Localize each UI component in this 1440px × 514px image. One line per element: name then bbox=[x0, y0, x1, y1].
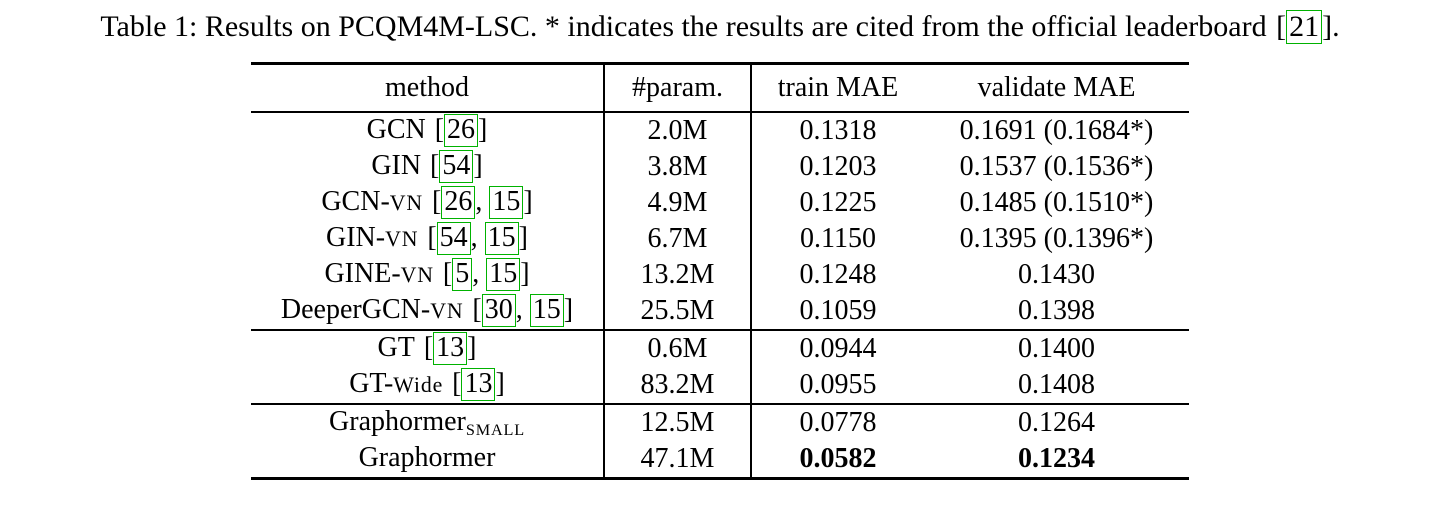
validate-mae-cell: 0.1234 bbox=[1018, 443, 1095, 475]
table-row-gt-wide: GT-Wide [13] 83.2M 0.0955 0.1408 bbox=[251, 367, 1189, 405]
table-header: method #param. train MAE validate MAE bbox=[251, 63, 1189, 114]
method-variant: VN bbox=[389, 191, 424, 216]
method-cell: GT-Wide [13] bbox=[251, 367, 605, 405]
citation-box[interactable]: 30 bbox=[481, 294, 516, 327]
validate-mae-cell: 0.1430 bbox=[1018, 259, 1095, 291]
citation-box[interactable]: 21 bbox=[1286, 10, 1323, 45]
citation-links[interactable]: [13] bbox=[423, 332, 477, 365]
caption-citation-links[interactable]: [21] bbox=[1276, 10, 1333, 45]
train-mae-cell: 0.1059 bbox=[799, 295, 877, 327]
header-param: #param. bbox=[604, 63, 752, 114]
table-row-graphormer-small: GraphormerSMALL 12.5M 0.0778 0.1264 bbox=[251, 403, 1189, 442]
caption-text: Table 1: Results on PCQM4M-LSC. * indica… bbox=[100, 10, 1267, 43]
param-cell: 3.8M bbox=[604, 149, 752, 186]
method-cell: GIN-VN [54, 15] bbox=[251, 221, 605, 258]
train-mae-cell: 0.1318 bbox=[799, 115, 877, 147]
validate-mae-cell: 0.1264 bbox=[924, 403, 1189, 442]
caption-period: . bbox=[1332, 10, 1340, 43]
method-variant: VN bbox=[400, 263, 434, 288]
validate-mae-cell: 0.1400 bbox=[924, 329, 1189, 368]
method-name: GCN bbox=[366, 114, 426, 146]
citation-box[interactable]: 5 bbox=[452, 258, 473, 291]
table-row-gcn: GCN[26] 2.0M 0.1318 0.1691 (0.1684*) bbox=[251, 112, 1189, 150]
header-method: method bbox=[251, 63, 605, 114]
train-mae-cell: 0.0955 bbox=[799, 369, 877, 401]
citation-links[interactable]: [54] bbox=[430, 150, 483, 183]
table-body: GCN[26] 2.0M 0.1318 0.1691 (0.1684*) GIN… bbox=[251, 112, 1189, 479]
validate-mae-cell: 0.1395 (0.1396*) bbox=[959, 223, 1154, 255]
param-cell: 13.2M bbox=[604, 257, 752, 294]
param-cell: 6.7M bbox=[604, 221, 752, 258]
table-caption: Table 1: Results on PCQM4M-LSC. * indica… bbox=[0, 10, 1440, 45]
validate-mae-cell: 0.1398 bbox=[1018, 295, 1095, 327]
param-cell: 47.1M bbox=[604, 441, 752, 479]
method-name: GIN bbox=[371, 150, 422, 182]
param-cell: 12.5M bbox=[604, 403, 752, 442]
train-mae-cell: 0.1248 bbox=[799, 259, 877, 291]
table-row-deepergcn-vn: DeeperGCN-VN [30, 15] 25.5M 0.1059 0.1398 bbox=[251, 293, 1189, 331]
method-variant: VN bbox=[385, 227, 419, 252]
method-cell: Graphormer bbox=[251, 441, 605, 479]
citation-box[interactable]: 26 bbox=[441, 186, 476, 219]
method-cell: GraphormerSMALL bbox=[251, 403, 605, 442]
method-cell: GINE-VN [5, 15] bbox=[251, 257, 605, 294]
train-mae-cell: 0.1203 bbox=[799, 151, 877, 183]
table-row-gt: GT[13] 0.6M 0.0944 0.1400 bbox=[251, 329, 1189, 368]
citation-box[interactable]: 13 bbox=[433, 332, 468, 365]
method-name: DeeperGCN- bbox=[280, 294, 431, 326]
validate-mae-cell: 0.1691 (0.1684*) bbox=[959, 115, 1154, 147]
method-subscript: SMALL bbox=[465, 421, 525, 440]
validate-mae-cell: 0.1408 bbox=[1018, 369, 1095, 401]
table-row-gcn-vn: GCN-VN [26, 15] 4.9M 0.1225 0.1485 (0.151… bbox=[251, 185, 1189, 222]
method-variant: VN bbox=[430, 299, 464, 324]
method-name: GIN- bbox=[326, 222, 386, 254]
method-name: GT bbox=[377, 332, 415, 364]
method-cell: DeeperGCN-VN [30, 15] bbox=[251, 293, 605, 331]
results-table: method #param. train MAE validate MAE GC… bbox=[251, 62, 1189, 481]
param-cell: 83.2M bbox=[604, 367, 752, 405]
method-name: GCN- bbox=[321, 186, 390, 218]
header-train-mae: train MAE bbox=[751, 63, 924, 114]
citation-links[interactable]: [54, 15] bbox=[427, 222, 528, 255]
header-validate-mae: validate MAE bbox=[924, 63, 1189, 114]
citation-box[interactable]: 15 bbox=[486, 258, 521, 291]
table-row-gin: GIN[54] 3.8M 0.1203 0.1537 (0.1536*) bbox=[251, 149, 1189, 186]
citation-box[interactable]: 54 bbox=[439, 150, 474, 183]
citation-links[interactable]: [26] bbox=[434, 114, 488, 147]
citation-box[interactable]: 15 bbox=[489, 186, 524, 219]
citation-box[interactable]: 54 bbox=[436, 222, 471, 255]
citation-links[interactable]: [26, 15] bbox=[432, 186, 533, 219]
method-name: Graphormer bbox=[358, 442, 496, 474]
method-name: GINE- bbox=[324, 258, 401, 290]
method-cell: GIN[54] bbox=[251, 149, 605, 186]
citation-links[interactable]: [30, 15] bbox=[472, 294, 574, 327]
validate-mae-cell: 0.1537 (0.1536*) bbox=[959, 151, 1154, 183]
method-cell: GCN[26] bbox=[251, 112, 605, 150]
citation-links[interactable]: [13] bbox=[452, 368, 505, 401]
method-variant: Wide bbox=[393, 373, 444, 398]
header-row: method #param. train MAE validate MAE bbox=[251, 63, 1189, 114]
param-cell: 0.6M bbox=[604, 329, 752, 368]
table-row-gin-vn: GIN-VN [54, 15] 6.7M 0.1150 0.1395 (0.139… bbox=[251, 221, 1189, 258]
method-cell: GCN-VN [26, 15] bbox=[251, 185, 605, 222]
validate-mae-cell: 0.1485 (0.1510*) bbox=[959, 187, 1154, 219]
citation-box[interactable]: 15 bbox=[529, 294, 564, 327]
method-cell: GT[13] bbox=[251, 329, 605, 368]
train-mae-cell: 0.1150 bbox=[800, 223, 876, 255]
citation-box[interactable]: 26 bbox=[444, 114, 479, 147]
train-mae-cell: 0.0778 bbox=[751, 403, 924, 442]
param-cell: 25.5M bbox=[604, 293, 752, 331]
param-cell: 4.9M bbox=[604, 185, 752, 222]
param-cell: 2.0M bbox=[604, 112, 752, 150]
citation-box[interactable]: 13 bbox=[461, 368, 496, 401]
train-mae-cell: 0.0582 bbox=[799, 443, 877, 475]
table-row-gine-vn: GINE-VN [5, 15] 13.2M 0.1248 0.1430 bbox=[251, 257, 1189, 294]
table-row-graphormer: Graphormer 47.1M 0.0582 0.1234 bbox=[251, 441, 1189, 479]
train-mae-cell: 0.0944 bbox=[751, 329, 924, 368]
citation-links[interactable]: [5, 15] bbox=[442, 258, 530, 291]
method-name: GT- bbox=[349, 368, 394, 400]
train-mae-cell: 0.1225 bbox=[799, 187, 877, 219]
method-name: Graphormer bbox=[329, 406, 466, 438]
citation-box[interactable]: 15 bbox=[484, 222, 519, 255]
